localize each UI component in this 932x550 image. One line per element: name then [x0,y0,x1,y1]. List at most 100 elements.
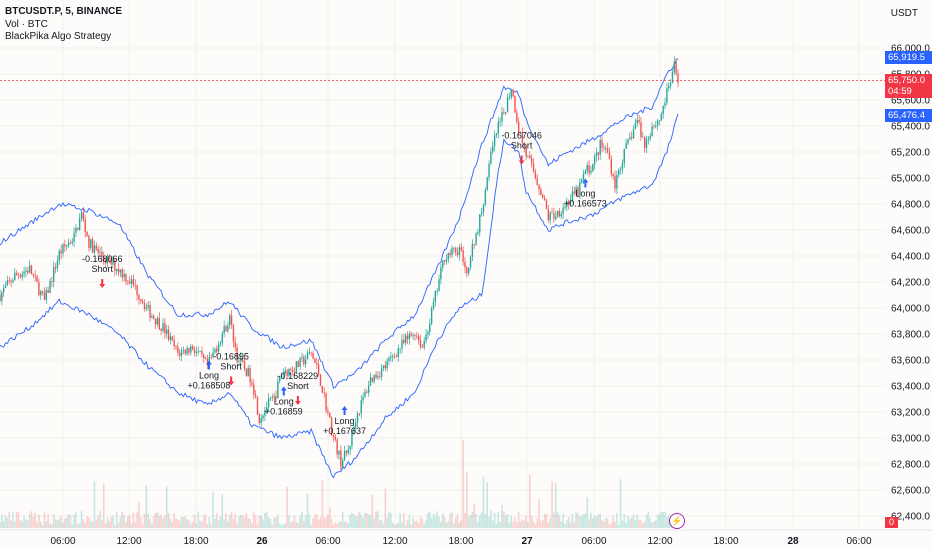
volume-bar [658,514,661,528]
volume-bar [34,512,36,528]
candle-body [77,227,79,230]
candle-body [6,280,9,286]
candle-body [351,430,353,446]
lightning-icon[interactable]: ⚡ [669,513,685,529]
volume-bar [441,513,444,528]
candle-body [601,140,603,148]
candle-body [190,346,192,353]
symbol-label[interactable]: BTCUSDT.P, 5, BINANCE [5,6,123,17]
volume-bar [301,511,303,528]
candle-body [555,216,557,219]
volume-bar [408,515,411,528]
candle-body [132,279,135,285]
candle-body [579,182,581,195]
candle-body [65,245,68,247]
bar-countdown: 04:59 [888,85,912,97]
volume-bar [562,513,564,528]
volume-bar [338,521,340,528]
volume-bar [403,513,405,528]
candle-body [580,179,583,183]
volume-bar [377,511,379,528]
volume-indicator-label[interactable]: Vol · BTC [5,18,48,30]
candle-body [671,71,674,83]
volume-bar [25,519,27,528]
volume-bar [127,516,129,528]
strategy-label[interactable]: BlackPika Algo Strategy [5,31,112,42]
volume-bar [54,519,57,528]
last-price-value: 65,750.0 [888,74,925,86]
volume-bar [82,519,85,528]
volume-bar [21,521,24,528]
candle-body [512,90,514,96]
volume-bar [49,523,51,528]
strategy-signals: -0.168066ShortLong+0.168508-0.16895Short… [82,131,607,437]
y-tick-label: 64,600.0 [891,226,930,237]
volume-bar [26,520,29,528]
volume-bar [278,523,281,528]
volume-bar [462,439,464,528]
sell-arrow-icon [518,155,525,165]
candle-body [460,247,462,251]
candle-body [167,329,170,340]
candle-body [575,187,577,194]
candle-body [666,87,668,103]
volume-bar [202,515,205,528]
candle-body [240,357,242,362]
volume-bar [258,515,261,528]
volume-bar [102,483,105,528]
volume-bar [275,517,277,528]
candle-body [191,346,194,350]
volume-bar [215,513,218,528]
y-tick-label: 62,400.0 [891,512,930,523]
volume-bar [0,522,1,528]
volume-bar [656,515,659,528]
volume-bar [319,516,322,528]
candle-body [217,344,220,352]
volume-bar [397,522,400,528]
y-tick-label: 63,800.0 [891,330,930,341]
candle-body [606,148,609,153]
volume-bar [245,513,248,528]
candle-body [36,276,38,283]
volume-bar [453,523,455,528]
candle-body [108,257,110,259]
candle-body [275,395,277,399]
volume-bar [647,511,650,528]
candle-body [562,207,564,214]
volume-bar [240,514,242,528]
candle-body [134,284,136,286]
volume-bar [534,523,537,528]
volume-bar [629,518,631,528]
volume-bar [597,515,600,528]
signal-value: -0.167046 [501,131,542,141]
volume-bar [93,480,96,528]
candle-body [419,340,422,348]
volume-bar [115,512,118,528]
volume-bar [86,516,88,528]
candle-body [225,326,227,332]
candle-body [295,361,298,372]
volume-bar [654,520,657,528]
volume-bar [230,511,233,528]
x-tick-label: 06:00 [581,536,606,547]
volume-bar [632,514,635,528]
candle-body [117,268,120,273]
volume-bar [642,523,644,528]
candle-body [643,136,646,148]
candle-body [619,169,622,171]
volume-bar [603,520,605,528]
candle-body [182,349,185,351]
volume-bar [627,515,629,528]
volume-bar [14,521,16,528]
candle-body [269,397,272,399]
volume-bar [384,488,387,528]
volume-bar [228,514,231,528]
volume-bar [169,518,172,528]
candle-body [149,305,151,318]
volume-bar [521,519,524,528]
currency-label[interactable]: USDT [890,8,918,19]
candle-body [8,280,10,282]
